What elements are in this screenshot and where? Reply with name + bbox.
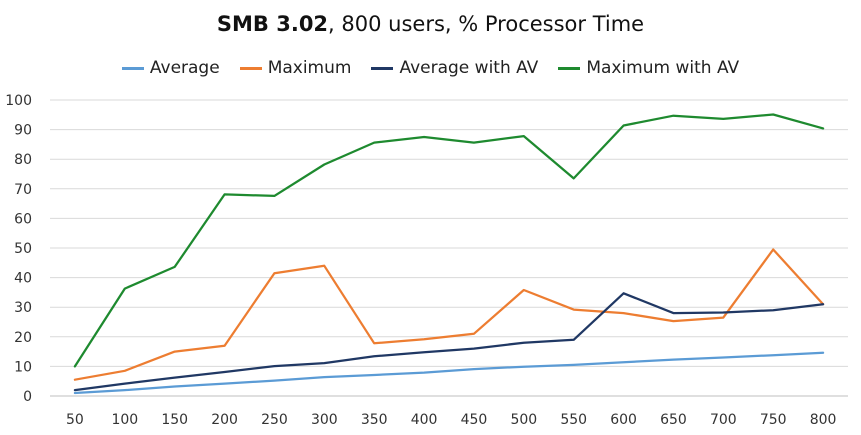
legend-label: Average with AV (399, 58, 539, 78)
x-tick-label: 800 (810, 412, 837, 428)
y-tick-label: 50 (14, 241, 32, 257)
chart-title-rest: , 800 users, % Processor Time (328, 12, 645, 36)
legend-label: Maximum (267, 58, 352, 78)
y-tick-label: 40 (14, 271, 32, 287)
x-tick-label: 250 (261, 412, 288, 428)
legend-swatch (371, 66, 394, 70)
x-tick-label: 500 (510, 412, 537, 428)
x-tick-label: 150 (161, 412, 188, 428)
chart-title: SMB 3.02, 800 users, % Processor Time (0, 12, 861, 36)
x-tick-label: 700 (710, 412, 737, 428)
x-tick-label: 600 (610, 412, 637, 428)
y-tick-label: 30 (14, 300, 32, 316)
legend-item: Average with AV (371, 58, 538, 78)
x-tick-label: 650 (660, 412, 687, 428)
y-tick-label: 100 (5, 93, 32, 109)
legend-item: Average (121, 58, 220, 78)
chart-legend: Average Maximum Average with AV Maximum wit… (0, 58, 861, 78)
series-line-average (73, 351, 825, 395)
chart-title-bold: SMB 3.02 (216, 12, 329, 36)
series-line-average-with-av (73, 292, 825, 392)
x-tick-label: 400 (411, 412, 438, 428)
y-tick-label: 60 (14, 211, 32, 227)
y-tick-label: 10 (14, 359, 32, 375)
legend-label: Maximum with AV (586, 58, 740, 78)
y-tick-label: 90 (14, 123, 32, 139)
legend-item: Maximum with AV (558, 58, 739, 78)
x-tick-label: 450 (461, 412, 488, 428)
legend-label: Average (149, 58, 220, 78)
x-tick-label: 350 (361, 412, 388, 428)
y-tick-label: 20 (14, 330, 32, 346)
legend-swatch (239, 66, 262, 70)
series-line-maximum-with-av (73, 113, 825, 368)
y-tick-label: 0 (23, 389, 32, 405)
legend-swatch (121, 66, 144, 70)
x-tick-label: 300 (311, 412, 338, 428)
y-tick-label: 70 (14, 182, 32, 198)
x-tick-label: 50 (66, 412, 84, 428)
x-tick-label: 550 (560, 412, 587, 428)
x-tick-label: 200 (211, 412, 238, 428)
series-line-maximum (73, 248, 825, 381)
x-tick-label: 100 (111, 412, 138, 428)
y-tick-label: 80 (14, 152, 32, 168)
legend-item: Maximum (239, 58, 352, 78)
legend-swatch (558, 66, 581, 70)
x-tick-label: 750 (760, 412, 787, 428)
